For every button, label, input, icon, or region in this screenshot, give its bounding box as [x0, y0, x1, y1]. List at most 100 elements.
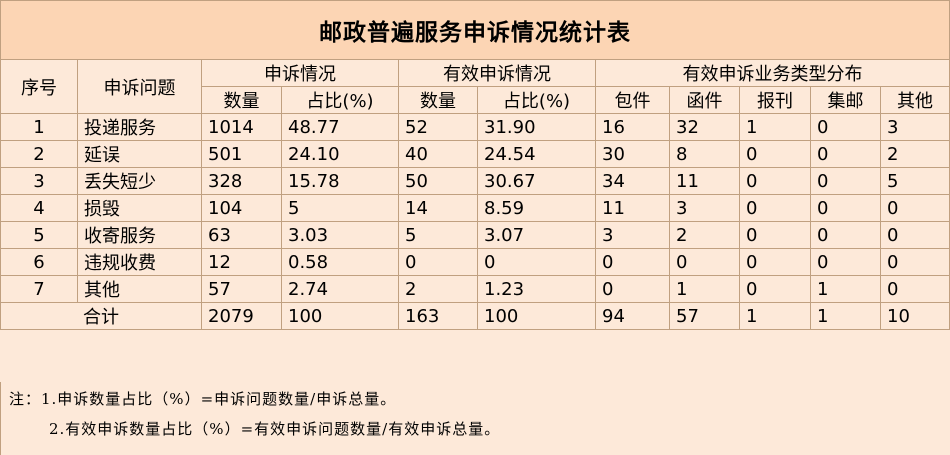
header-issue: 申诉问题: [77, 59, 202, 114]
cell-count: 57: [201, 275, 282, 303]
cell-parcel: 11: [595, 194, 670, 222]
cell-issue: 其他: [77, 275, 202, 303]
cell-valid-count: 50: [398, 167, 478, 195]
total-row: 合计 2079 100 163 100 94 57 1 1 10: [0, 302, 950, 330]
header-other: 其他: [879, 86, 950, 114]
header-complaint: 申诉情况: [201, 59, 399, 87]
total-newspaper: 1: [739, 302, 811, 330]
total-count: 2079: [201, 302, 282, 330]
cell-parcel: 34: [595, 167, 670, 195]
cell-valid-ratio: 30.67: [477, 167, 596, 195]
header-business-types: 有效申诉业务类型分布: [594, 59, 950, 87]
cell-valid-count: 40: [398, 140, 478, 168]
cell-parcel: 0: [595, 275, 670, 303]
cell-other: 0: [879, 221, 950, 249]
cell-valid-count: 14: [398, 194, 478, 222]
cell-newspaper: 1: [739, 113, 811, 141]
footnote-2: 2.有效申诉数量占比（%）=有效申诉问题数量/有效申诉总量。: [49, 420, 501, 438]
cell-letter: 1: [669, 275, 740, 303]
cell-valid-ratio: 8.59: [477, 194, 596, 222]
cell-valid-count: 0: [398, 248, 478, 276]
cell-valid-ratio: 0: [477, 248, 596, 276]
table-row: 4 损毁 104 5 14 8.59 11 3 0 0 0: [0, 194, 950, 222]
cell-seq: 6: [0, 248, 78, 276]
cell-newspaper: 0: [739, 167, 811, 195]
cell-ratio: 0.58: [281, 248, 399, 276]
cell-issue: 收寄服务: [77, 221, 202, 249]
cell-letter: 11: [669, 167, 740, 195]
table-row: 3 丢失短少 328 15.78 50 30.67 34 11 0 0 5: [0, 167, 950, 195]
cell-other: 2: [879, 140, 950, 168]
header-row-2: 数量 占比(%) 数量 占比(%) 包件 函件 报刊 集邮 其他: [1, 86, 950, 114]
cell-count: 328: [201, 167, 282, 195]
header-parcel: 包件: [595, 86, 670, 114]
total-express: 1: [810, 302, 881, 330]
cell-count: 63: [201, 221, 282, 249]
cell-parcel: 16: [595, 113, 670, 141]
cell-issue: 损毁: [77, 194, 202, 222]
total-parcel: 94: [595, 302, 670, 330]
cell-ratio: 2.74: [281, 275, 399, 303]
cell-letter: 0: [669, 248, 740, 276]
cell-ratio: 24.10: [281, 140, 399, 168]
total-valid-count: 163: [398, 302, 478, 330]
header-express: 集邮: [810, 86, 881, 114]
cell-newspaper: 0: [739, 275, 811, 303]
cell-letter: 32: [669, 113, 740, 141]
cell-seq: 5: [0, 221, 78, 249]
cell-other: 0: [879, 275, 950, 303]
footnote-1: 注：1.申诉数量占比（%）=申诉问题数量/申诉总量。: [9, 390, 397, 408]
cell-parcel: 30: [595, 140, 670, 168]
total-label: 合计: [0, 302, 202, 330]
cell-newspaper: 0: [739, 140, 811, 168]
table-row: 5 收寄服务 63 3.03 5 3.07 3 2 0 0 0: [0, 221, 950, 249]
cell-valid-ratio: 31.90: [477, 113, 596, 141]
cell-other: 0: [879, 248, 950, 276]
cell-issue: 延误: [77, 140, 202, 168]
cell-other: 5: [879, 167, 950, 195]
cell-express: 0: [810, 167, 881, 195]
cell-valid-ratio: 3.07: [477, 221, 596, 249]
total-ratio: 100: [281, 302, 399, 330]
cell-ratio: 5: [281, 194, 399, 222]
cell-valid-count: 2: [398, 275, 478, 303]
table-row: 1 投递服务 1014 48.77 52 31.90 16 32 1 0 3: [0, 113, 950, 141]
cell-seq: 4: [0, 194, 78, 222]
cell-letter: 3: [669, 194, 740, 222]
footnotes: 注：1.申诉数量占比（%）=申诉问题数量/申诉总量。 2.有效申诉数量占比（%）…: [0, 382, 950, 455]
cell-express: 0: [810, 113, 881, 141]
table-row: 2 延误 501 24.10 40 24.54 30 8 0 0 2: [0, 140, 950, 168]
cell-count: 1014: [201, 113, 282, 141]
cell-count: 12: [201, 248, 282, 276]
header-row-1: 序号 申诉问题 申诉情况 有效申诉情况 有效申诉业务类型分布: [0, 59, 950, 114]
cell-seq: 2: [0, 140, 78, 168]
cell-ratio: 15.78: [281, 167, 399, 195]
cell-seq: 3: [0, 167, 78, 195]
cell-issue: 丢失短少: [77, 167, 202, 195]
cell-other: 3: [879, 113, 950, 141]
header-newspaper: 报刊: [739, 86, 811, 114]
cell-express: 0: [810, 221, 881, 249]
total-letter: 57: [669, 302, 740, 330]
header-seq: 序号: [0, 59, 78, 114]
total-valid-ratio: 100: [477, 302, 596, 330]
cell-other: 0: [879, 194, 950, 222]
cell-parcel: 3: [595, 221, 670, 249]
cell-express: 0: [810, 140, 881, 168]
cell-newspaper: 0: [739, 194, 811, 222]
cell-issue: 违规收费: [77, 248, 202, 276]
cell-ratio: 3.03: [281, 221, 399, 249]
header-valid-ratio: 占比(%): [477, 86, 596, 114]
cell-newspaper: 0: [739, 221, 811, 249]
header-valid-count: 数量: [398, 86, 478, 114]
cell-letter: 2: [669, 221, 740, 249]
cell-valid-count: 5: [398, 221, 478, 249]
cell-valid-count: 52: [398, 113, 478, 141]
cell-valid-ratio: 1.23: [477, 275, 596, 303]
header-count: 数量: [201, 86, 282, 114]
table-row: 6 违规收费 12 0.58 0 0 0 0 0 0 0: [0, 248, 950, 276]
cell-seq: 7: [0, 275, 78, 303]
table-title: 邮政普遍服务申诉情况统计表: [0, 0, 950, 60]
cell-parcel: 0: [595, 248, 670, 276]
